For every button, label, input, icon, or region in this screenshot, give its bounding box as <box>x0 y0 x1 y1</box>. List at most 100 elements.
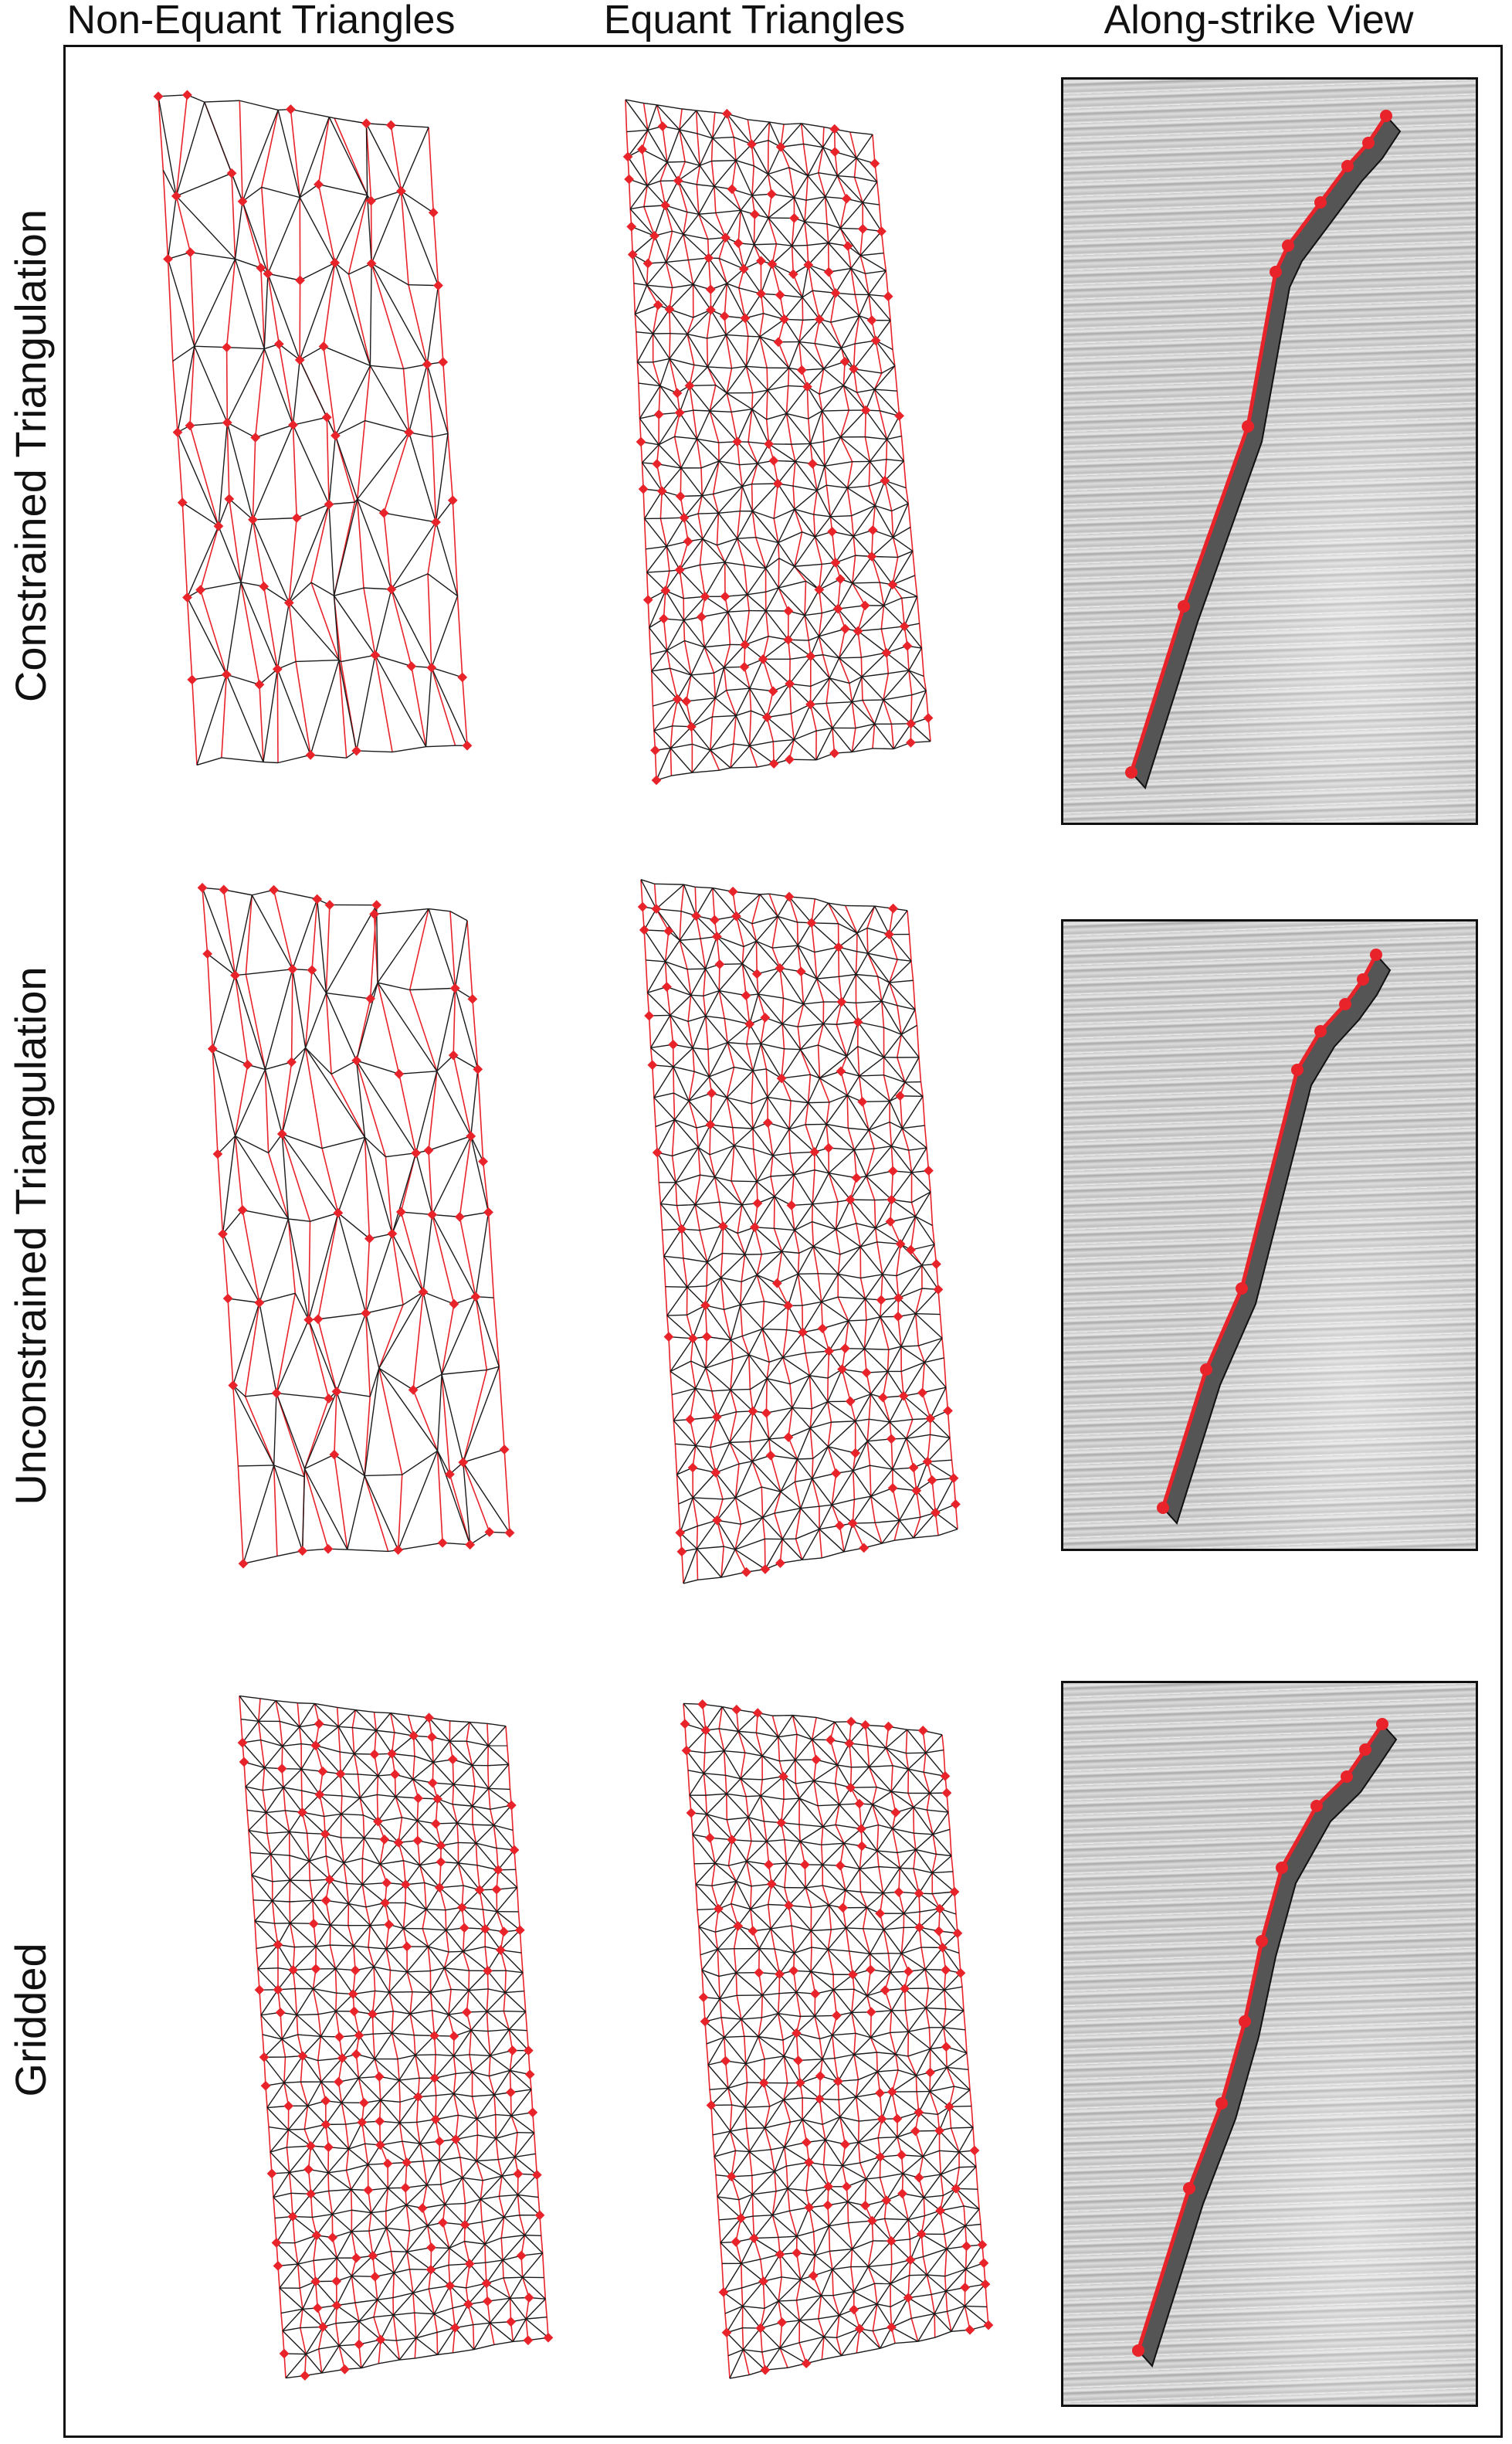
mesh-edge <box>841 343 856 349</box>
mesh-edge <box>377 1753 393 1777</box>
mesh-node <box>829 124 840 134</box>
mesh-edge <box>688 1100 711 1125</box>
mesh-node <box>354 2339 364 2350</box>
mesh-edge <box>448 2014 472 2031</box>
mesh-edge <box>681 1228 708 1263</box>
mesh-edge <box>501 2234 525 2239</box>
mesh-edge <box>846 1075 860 1096</box>
mesh-edge <box>270 2147 287 2153</box>
mesh-edge <box>902 2156 924 2174</box>
mesh-node <box>846 1716 856 1727</box>
mesh-edge <box>512 2318 527 2342</box>
mesh-edge <box>489 2069 510 2077</box>
mesh-edge <box>704 968 720 991</box>
mesh-edge <box>670 743 693 749</box>
mesh-edge <box>767 1096 792 1101</box>
mesh-node <box>914 2107 924 2117</box>
mesh-edge <box>391 521 437 590</box>
mesh-edge <box>301 1794 320 1813</box>
mesh-edge <box>813 1780 840 1805</box>
mesh-edge <box>832 2012 853 2036</box>
mesh-node <box>768 455 779 466</box>
mesh-edge <box>772 1152 791 1156</box>
mesh-edge <box>781 1539 803 1560</box>
mesh-edge <box>472 1805 494 1826</box>
mesh-edge <box>808 264 836 294</box>
mesh-edge <box>778 558 795 567</box>
mesh-edge <box>226 422 254 520</box>
mesh-edge <box>856 973 878 977</box>
mesh-edge <box>308 1213 339 1320</box>
mesh-edge <box>846 1046 859 1057</box>
mesh-edge <box>730 1339 750 1356</box>
mesh-edge <box>744 1752 763 1757</box>
mesh-node <box>321 412 332 423</box>
mesh-edge <box>287 2105 309 2130</box>
mesh-node <box>934 1926 944 1937</box>
mesh-edge <box>375 589 392 656</box>
mesh-edge <box>828 1948 849 1952</box>
mesh-edge <box>848 1320 866 1349</box>
mesh-node <box>638 484 649 494</box>
mesh-edge <box>843 385 858 393</box>
mesh-edge <box>899 1519 914 1539</box>
mesh-edge <box>883 1867 900 1894</box>
mesh-edge <box>852 1953 871 1975</box>
mesh-edge <box>886 416 900 440</box>
mesh-edge <box>415 2055 436 2079</box>
mesh-edge <box>687 1285 707 1288</box>
mesh-node <box>426 1732 437 1743</box>
mesh-node <box>418 1287 429 1297</box>
mesh-edge <box>778 2235 797 2239</box>
mesh-edge <box>696 1548 722 1578</box>
mesh-edge <box>866 1421 890 1442</box>
mesh-edge <box>911 2313 935 2320</box>
mesh-node <box>720 591 731 602</box>
mesh-edge <box>690 994 707 1017</box>
mesh-edge <box>777 460 796 484</box>
mesh-edge <box>276 668 311 755</box>
mesh-edge <box>752 1128 774 1156</box>
mesh-edge <box>714 2130 731 2157</box>
mesh-edge <box>454 2303 470 2328</box>
mesh-edge <box>658 412 680 446</box>
mesh-edge <box>524 2215 541 2236</box>
mesh-edge <box>848 1319 866 1322</box>
mesh-edge <box>373 1966 391 1971</box>
mesh-edge <box>458 1841 476 1844</box>
mesh-edge <box>392 1152 417 1234</box>
mesh-edge <box>663 1255 688 1288</box>
mesh-edge <box>510 2115 535 2133</box>
mesh-edge <box>958 2127 974 2153</box>
mesh-node <box>436 1857 446 1867</box>
mesh-edge <box>839 1804 862 1830</box>
mesh-edge <box>714 667 725 698</box>
mesh-edge <box>517 2194 541 2216</box>
mesh-edge <box>839 2096 856 2100</box>
mesh-node <box>499 1444 510 1455</box>
mesh-edge <box>695 1445 717 1473</box>
mesh-edge <box>809 443 825 467</box>
mesh-edge <box>901 1128 927 1149</box>
mesh-edge <box>698 1908 719 1927</box>
mesh-edge <box>695 1444 711 1448</box>
constraint-line <box>239 1696 286 2378</box>
mesh-edge <box>434 2077 455 2095</box>
mesh-edge <box>944 1989 964 2011</box>
mesh-edge <box>338 660 358 752</box>
mesh-node <box>334 2032 344 2042</box>
mesh-edge <box>856 2071 878 2098</box>
mesh-edge <box>883 699 912 725</box>
mesh-edge <box>752 1378 768 1412</box>
mesh-edge <box>499 2194 518 2198</box>
mesh-node <box>259 581 270 592</box>
mesh-edge <box>717 935 744 948</box>
mesh-node <box>815 2093 825 2104</box>
mesh-edge <box>940 2210 966 2227</box>
mesh-edge <box>495 2115 512 2139</box>
mesh-edge <box>839 202 863 229</box>
mesh-edge <box>365 123 368 195</box>
mesh-edge <box>798 341 815 345</box>
mesh-edge <box>900 1346 925 1363</box>
mesh-edge <box>653 698 678 707</box>
